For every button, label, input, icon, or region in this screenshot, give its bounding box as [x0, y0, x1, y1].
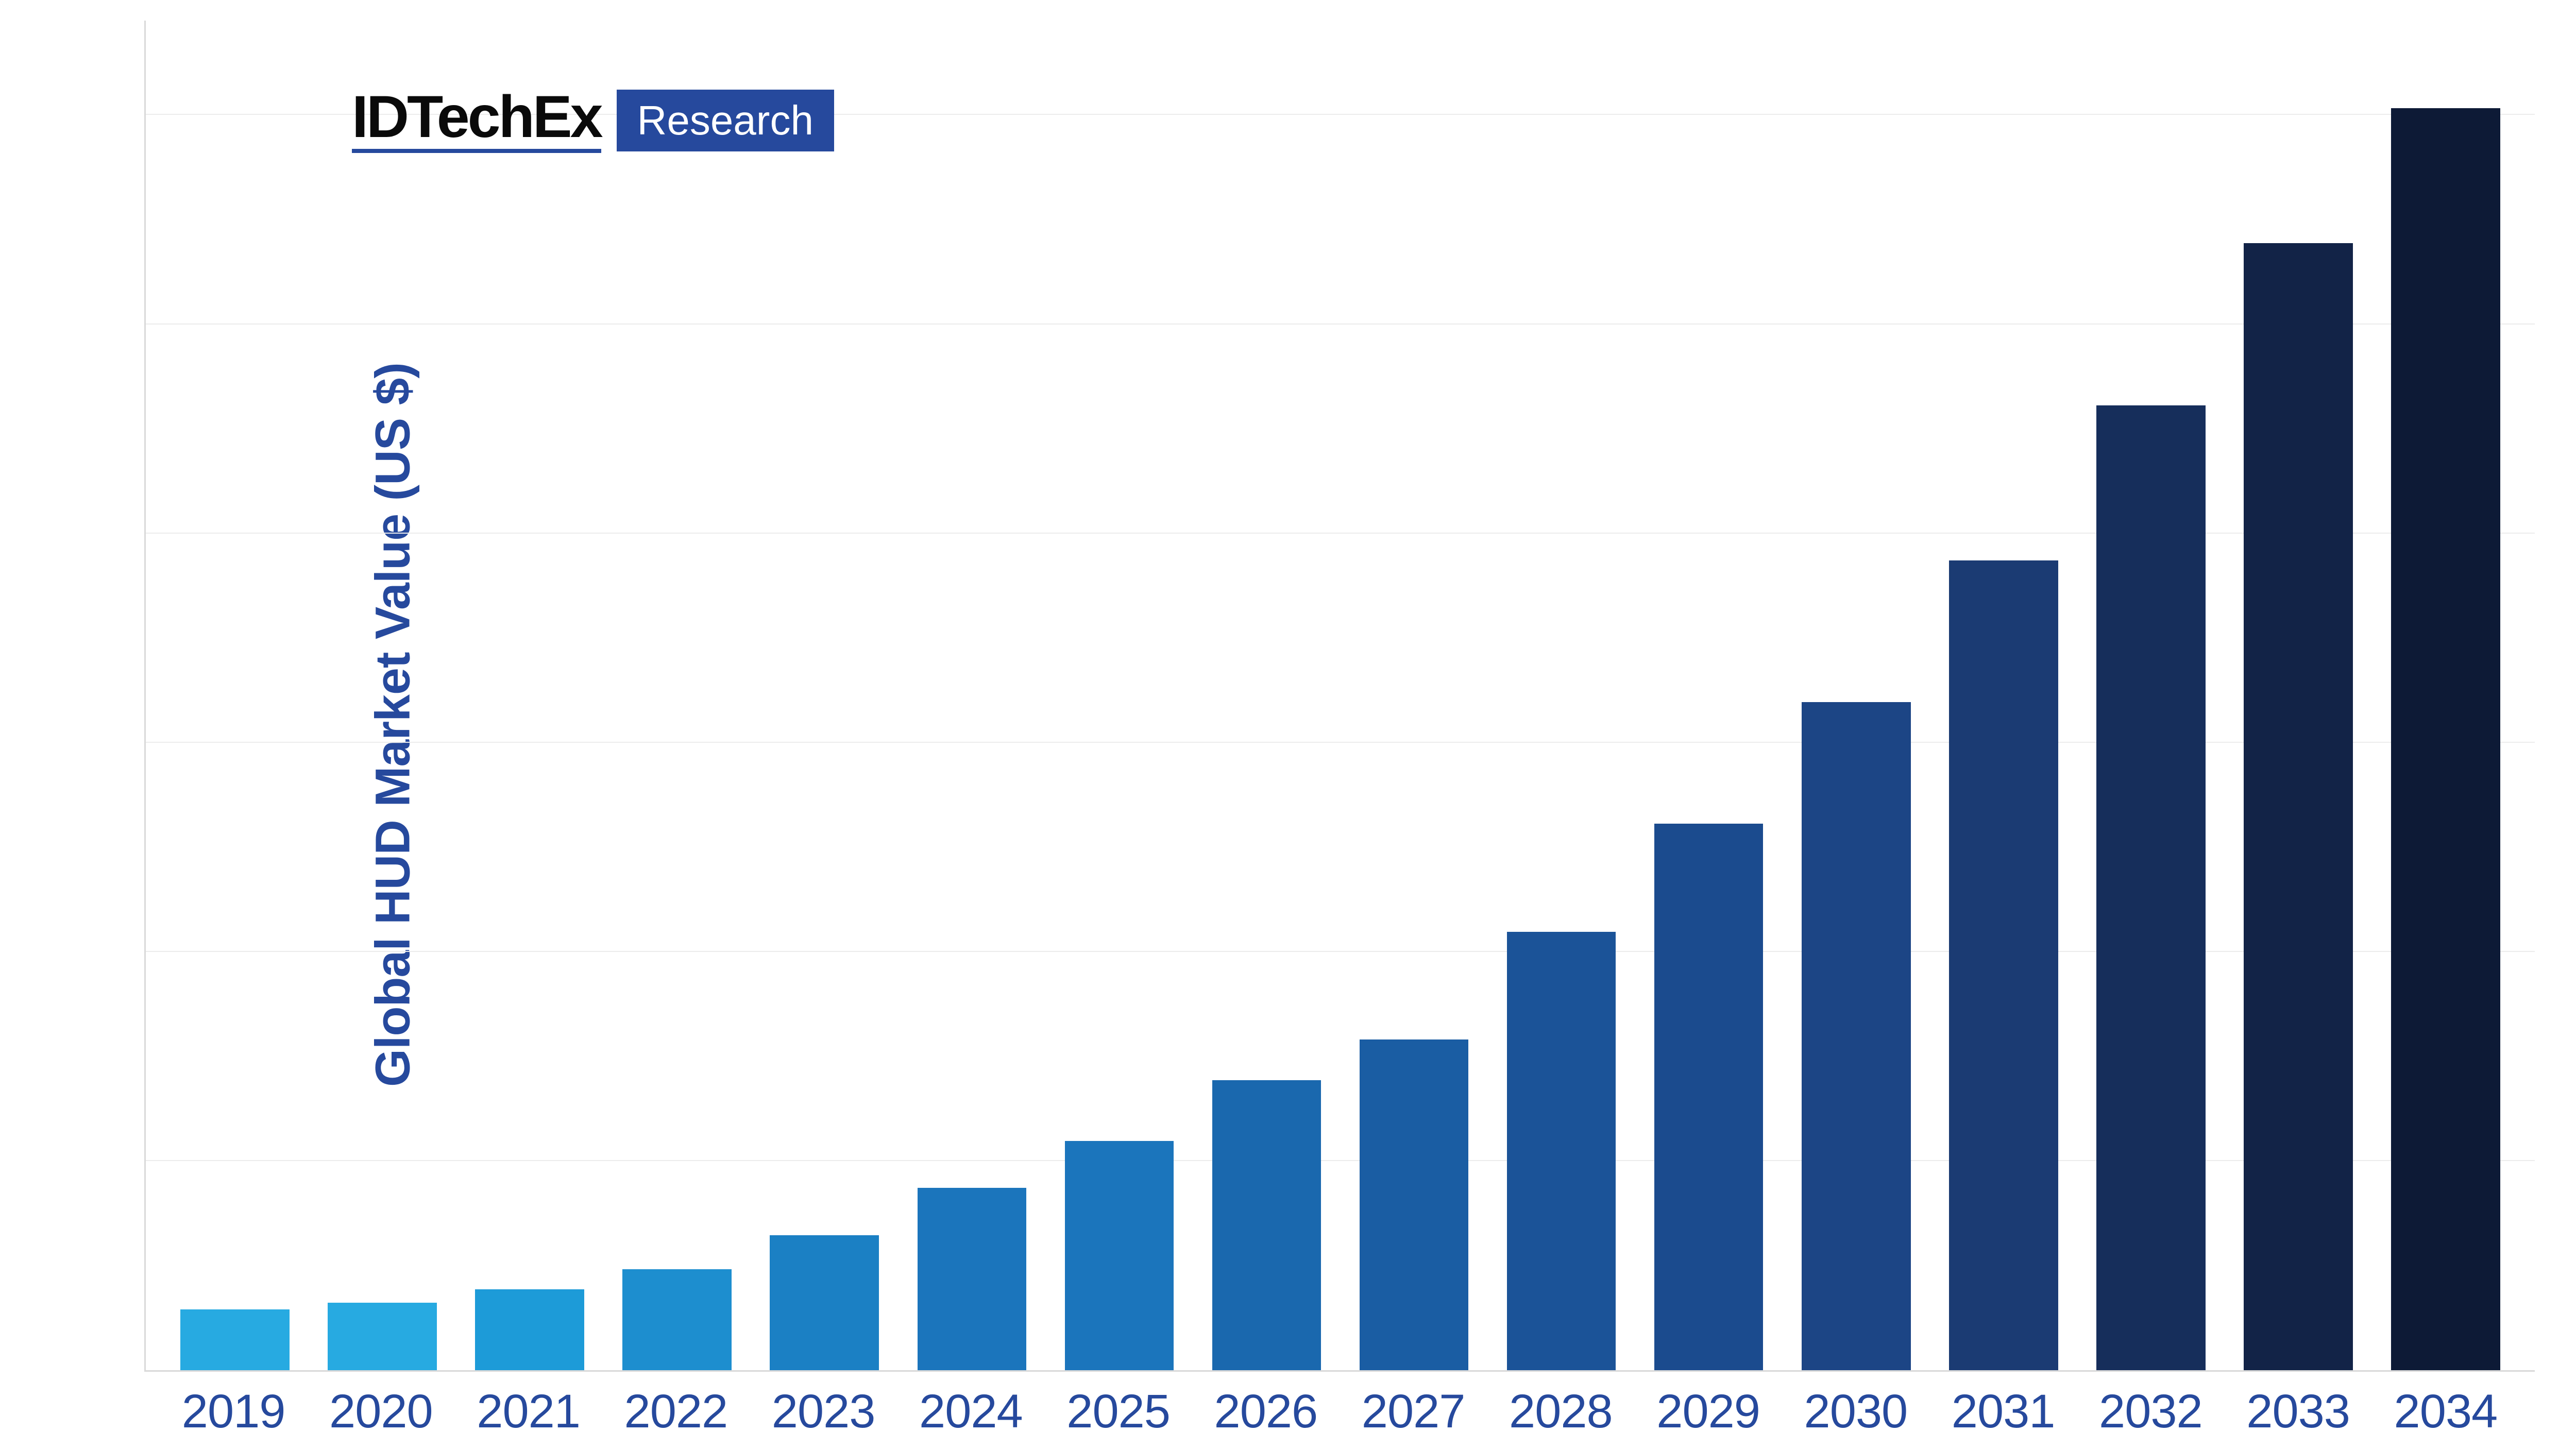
chart-plot-area: IDTechEx Research	[144, 21, 2535, 1372]
x-axis-tick-label: 2029	[1635, 1385, 1782, 1439]
bar-slot	[898, 21, 1045, 1370]
x-axis-tick-label: 2032	[2077, 1385, 2224, 1439]
bar-slot	[2225, 21, 2372, 1370]
bar-slot	[751, 21, 898, 1370]
x-axis-tick-label: 2019	[160, 1385, 307, 1439]
x-axis-tick-label: 2031	[1929, 1385, 2077, 1439]
x-axis-labels: 2019202020212022202320242025202620272028…	[144, 1385, 2535, 1439]
bar-slot	[1635, 21, 1783, 1370]
x-axis-tick-label: 2023	[750, 1385, 897, 1439]
x-axis-tick-label: 2027	[1340, 1385, 1487, 1439]
bar	[328, 1303, 437, 1370]
x-axis-tick-label: 2030	[1782, 1385, 1929, 1439]
bar	[1360, 1039, 1469, 1370]
x-axis-tick-label: 2034	[2372, 1385, 2519, 1439]
brand-wordmark: IDTechEx	[352, 88, 601, 153]
bar	[770, 1235, 879, 1370]
bar-slot	[1783, 21, 1930, 1370]
bar	[2391, 108, 2500, 1370]
x-axis-tick-label: 2026	[1192, 1385, 1340, 1439]
bar	[622, 1269, 732, 1371]
bar-slot	[2372, 21, 2519, 1370]
x-axis-tick-label: 2033	[2225, 1385, 2372, 1439]
bar-slot	[2077, 21, 2225, 1370]
bar-slot	[1488, 21, 1635, 1370]
bar	[1654, 824, 1764, 1370]
bar-slot	[1341, 21, 1488, 1370]
x-axis-tick-label: 2022	[602, 1385, 750, 1439]
bar-slot	[309, 21, 456, 1370]
bar	[1065, 1141, 1174, 1370]
x-axis-tick-label: 2021	[455, 1385, 602, 1439]
x-axis-tick-label: 2028	[1487, 1385, 1634, 1439]
x-axis-tick-label: 2020	[307, 1385, 454, 1439]
bar	[2096, 405, 2206, 1370]
bar-slot	[456, 21, 603, 1370]
bar-slot	[1193, 21, 1340, 1370]
bars-container	[146, 21, 2535, 1370]
bar	[2244, 243, 2353, 1370]
x-axis-tick-label: 2024	[897, 1385, 1044, 1439]
bar	[918, 1188, 1027, 1370]
bar	[1949, 560, 2058, 1370]
bar	[1212, 1080, 1321, 1370]
bar	[475, 1289, 584, 1370]
brand-badge: Research	[617, 90, 834, 151]
bar-slot	[603, 21, 751, 1370]
bar-slot	[161, 21, 309, 1370]
brand-logo: IDTechEx Research	[352, 88, 834, 153]
bar-slot	[1930, 21, 2077, 1370]
bar-slot	[1045, 21, 1193, 1370]
bar	[1802, 702, 1911, 1370]
bar	[1507, 932, 1616, 1371]
bar	[180, 1309, 290, 1370]
x-axis-tick-label: 2025	[1045, 1385, 1192, 1439]
